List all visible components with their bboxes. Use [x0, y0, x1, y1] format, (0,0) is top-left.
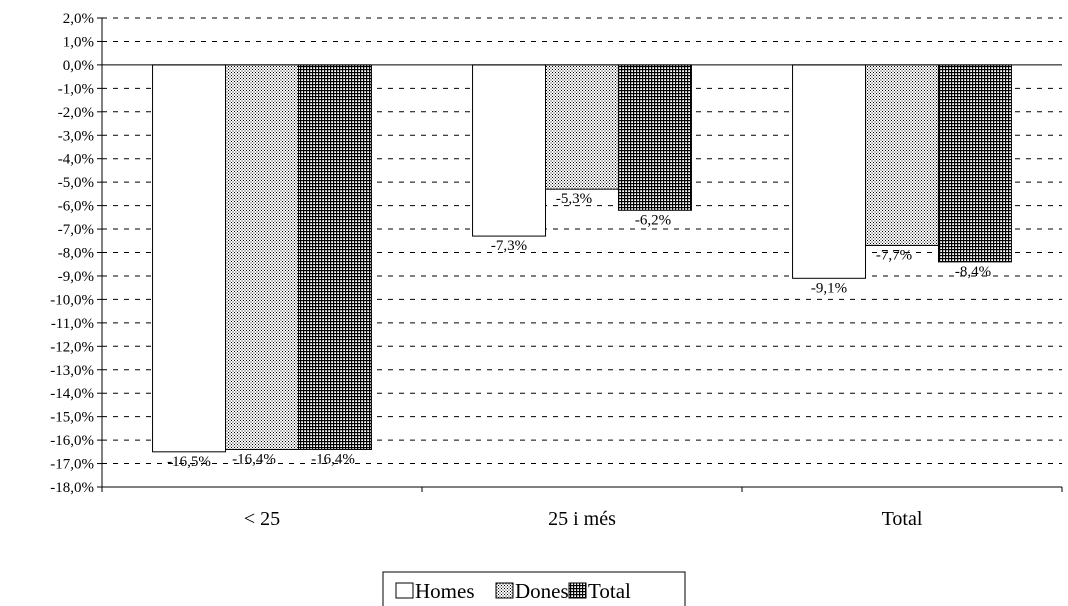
data-label: -16,4% — [311, 451, 355, 467]
y-tick-label: -16,0% — [50, 433, 94, 449]
y-tick-label: -14,0% — [50, 386, 94, 402]
data-label: -5,3% — [556, 191, 592, 207]
data-label: -9,1% — [811, 280, 847, 296]
y-tick-label: -4,0% — [58, 152, 94, 168]
data-label: -6,2% — [635, 212, 671, 228]
data-label: -8,4% — [955, 264, 991, 280]
y-tick-label: -13,0% — [50, 363, 94, 379]
bar-dones-0 — [225, 64, 299, 450]
y-tick-label: -7,0% — [58, 222, 94, 238]
y-tick-label: -15,0% — [50, 410, 94, 426]
y-tick-label: -2,0% — [58, 105, 94, 121]
legend-swatch-total — [568, 582, 587, 599]
x-category-label: 25 i més — [548, 508, 616, 530]
y-tick-label: 1,0% — [63, 34, 94, 50]
bar-dones-1 — [545, 64, 619, 190]
legend-swatch-dones — [495, 582, 514, 599]
bar-total-1 — [617, 64, 692, 211]
data-label: -16,4% — [232, 451, 276, 467]
bar-total-0 — [297, 64, 372, 450]
bar-homes-1 — [472, 64, 547, 237]
x-category-label: Total — [882, 508, 923, 530]
legend-label-total: Total — [588, 579, 631, 603]
y-axis: 2,0% 1,0% 0,0% -1,0% -2,0% -3,0% -4,0% -5,0% -6,… — [50, 11, 103, 496]
y-tick-label: -6,0% — [58, 199, 94, 215]
legend-label-dones: Dones — [515, 579, 569, 603]
data-labels: -16,5% -16,4% -16,4% -7,3% -5,3% -6,2% -9,1% -7… — [167, 191, 991, 470]
x-category-label: < 25 — [244, 508, 280, 530]
data-label: -7,3% — [491, 238, 527, 254]
x-axis: < 25 25 i més Total — [101, 64, 1063, 530]
y-tick-label: 0,0% — [63, 58, 94, 74]
y-tick-label: 2,0% — [63, 11, 94, 27]
y-tick-label: -10,0% — [50, 292, 94, 308]
bar-homes-2 — [792, 64, 867, 279]
y-tick-label: -17,0% — [50, 457, 94, 473]
y-tick-label: -9,0% — [58, 269, 94, 285]
y-tick-label: -3,0% — [58, 128, 94, 144]
y-tick-label: -5,0% — [58, 175, 94, 191]
legend-box — [382, 571, 686, 606]
legend-swatch-homes — [395, 582, 414, 599]
bars — [152, 64, 1012, 453]
y-tick-label: -11,0% — [51, 316, 94, 332]
legend-label-homes: Homes — [415, 579, 475, 603]
bar-homes-0 — [152, 64, 227, 453]
y-tick-label: -18,0% — [50, 480, 94, 496]
y-tick-label: -12,0% — [50, 339, 94, 355]
bar-dones-2 — [865, 64, 939, 246]
data-label: -7,7% — [876, 247, 912, 263]
y-tick-label: -8,0% — [58, 246, 94, 262]
legend: Homes Dones Total — [382, 571, 686, 606]
y-tick-label: -1,0% — [58, 81, 94, 97]
bar-total-2 — [937, 64, 1012, 263]
data-label: -16,5% — [167, 454, 211, 470]
